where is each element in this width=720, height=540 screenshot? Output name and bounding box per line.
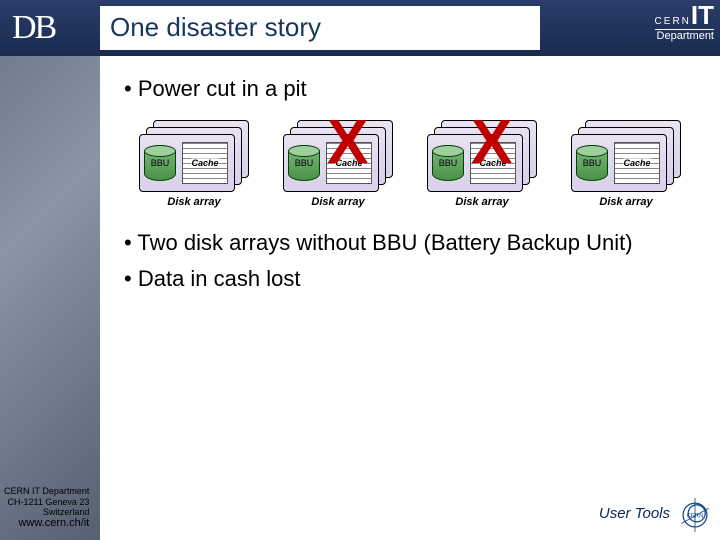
disk-array-2: BBU Cache X Disk array xyxy=(278,120,398,208)
bullet-list-2: Two disk arrays without BBU (Battery Bac… xyxy=(124,230,696,292)
array-label: Disk array xyxy=(422,196,542,208)
cern-logo-icon: CERN xyxy=(678,498,712,532)
bbu-label: BBU xyxy=(439,158,458,168)
cern-it-dept: Department xyxy=(655,29,714,43)
db-logo: DB xyxy=(12,9,55,47)
disk-array-3: BBU Cache X Disk array xyxy=(422,120,542,208)
footer-addr2: Switzerland xyxy=(4,507,89,517)
cache-label: Cache xyxy=(623,158,650,168)
svg-text:CERN: CERN xyxy=(687,514,704,520)
bbu-icon: BBU xyxy=(432,145,464,181)
array-label: Disk array xyxy=(134,196,254,208)
footer-right-label: User Tools xyxy=(599,505,670,522)
footer-site: www.cern.ch/it xyxy=(4,517,89,530)
footer-addr1: CH-1211 Geneva 23 xyxy=(4,497,89,507)
bbu-icon: BBU xyxy=(144,145,176,181)
cern-it-big: IT xyxy=(691,0,714,30)
footer-left: CERN IT Department CH-1211 Geneva 23 Swi… xyxy=(4,486,89,530)
disk-array-1: BBU Cache Disk array xyxy=(134,120,254,208)
array-label: Disk array xyxy=(278,196,398,208)
cern-it-line1: CERN xyxy=(655,16,691,27)
bbu-label: BBU xyxy=(583,158,602,168)
cern-it-logo: CERNIT Department xyxy=(655,2,714,43)
bbu-icon: BBU xyxy=(576,145,608,181)
bbu-icon: BBU xyxy=(288,145,320,181)
array-label: Disk array xyxy=(566,196,686,208)
page-title: One disaster story xyxy=(100,6,540,50)
failure-x-icon: X xyxy=(471,112,512,174)
bullet-3: Data in cash lost xyxy=(124,266,696,292)
content-area: Power cut in a pit BBU Cache Disk array … xyxy=(100,56,720,540)
cache-icon: Cache xyxy=(182,142,228,184)
bbu-label: BBU xyxy=(151,158,170,168)
bullet-2: Two disk arrays without BBU (Battery Bac… xyxy=(124,230,696,256)
cache-icon: Cache xyxy=(614,142,660,184)
bullet-list: Power cut in a pit xyxy=(124,76,696,102)
cache-label: Cache xyxy=(191,158,218,168)
bbu-label: BBU xyxy=(295,158,314,168)
diagram-row: BBU Cache Disk array BBU Cache X Disk ar… xyxy=(124,120,696,208)
bullet-1: Power cut in a pit xyxy=(124,76,696,102)
sidebar-bg xyxy=(0,0,100,540)
disk-array-4: BBU Cache Disk array xyxy=(566,120,686,208)
failure-x-icon: X xyxy=(327,112,368,174)
footer-dept: CERN IT Department xyxy=(4,486,89,496)
